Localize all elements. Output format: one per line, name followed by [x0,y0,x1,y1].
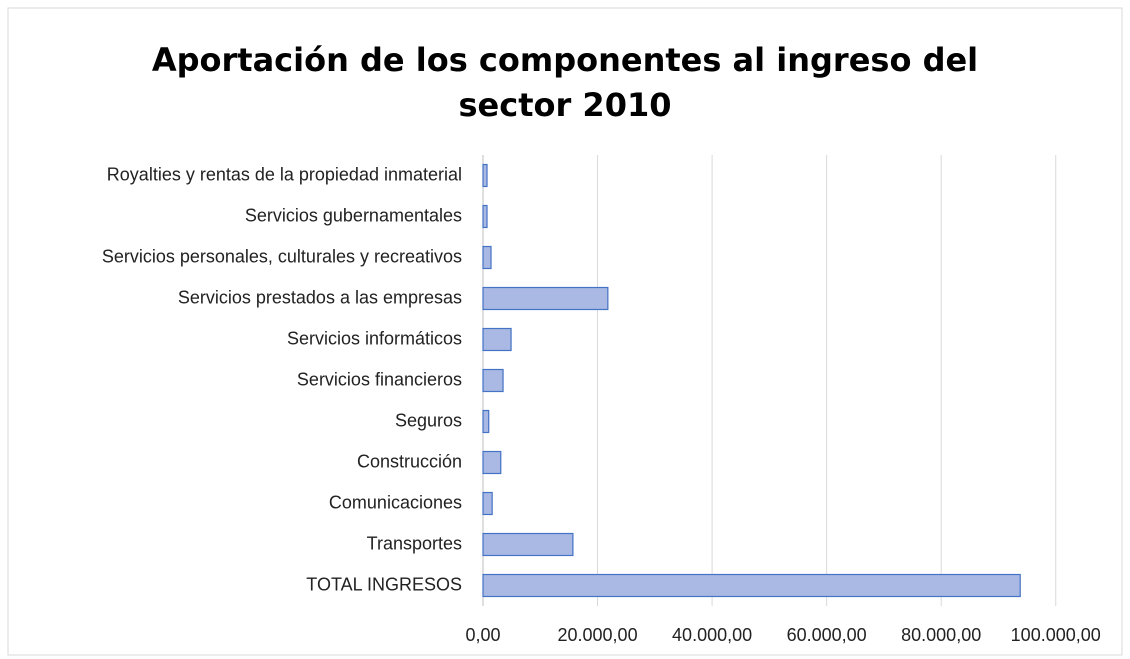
x-tick-label: 80.000,00 [901,625,981,645]
bar [482,245,492,270]
y-tick-label: Servicios financieros [297,369,462,389]
x-tick-label: 20.000,00 [558,625,638,645]
y-tick-label: Servicios prestados a las empresas [178,287,462,307]
y-tick-label: Comunicaciones [329,492,462,512]
x-tick-label: 40.000,00 [672,625,752,645]
y-tick-label: Royalties y rentas de la propiedad inmat… [107,164,462,184]
bar [482,573,1021,598]
bar [482,163,488,188]
bar [482,491,493,516]
x-tick-label: 0,00 [465,625,500,645]
y-tick-label: Transportes [367,533,462,553]
bar [482,368,504,393]
bar [482,409,490,434]
bar [482,532,574,557]
y-tick-label: TOTAL INGRESOS [306,574,462,594]
chart-title: Aportación de los componentes al ingreso… [151,41,979,124]
bar [482,327,512,352]
bar [482,204,488,229]
bar [482,450,502,475]
x-tick-label: 100.000,00 [1011,625,1101,645]
y-tick-label: Construcción [357,451,462,471]
y-tick-label: Servicios personales, culturales y recre… [102,246,462,266]
y-tick-label: Servicios informáticos [287,328,462,348]
x-tick-label: 60.000,00 [787,625,867,645]
y-tick-label: Servicios gubernamentales [245,205,462,225]
bar [482,286,609,311]
y-tick-label: Seguros [395,410,462,430]
